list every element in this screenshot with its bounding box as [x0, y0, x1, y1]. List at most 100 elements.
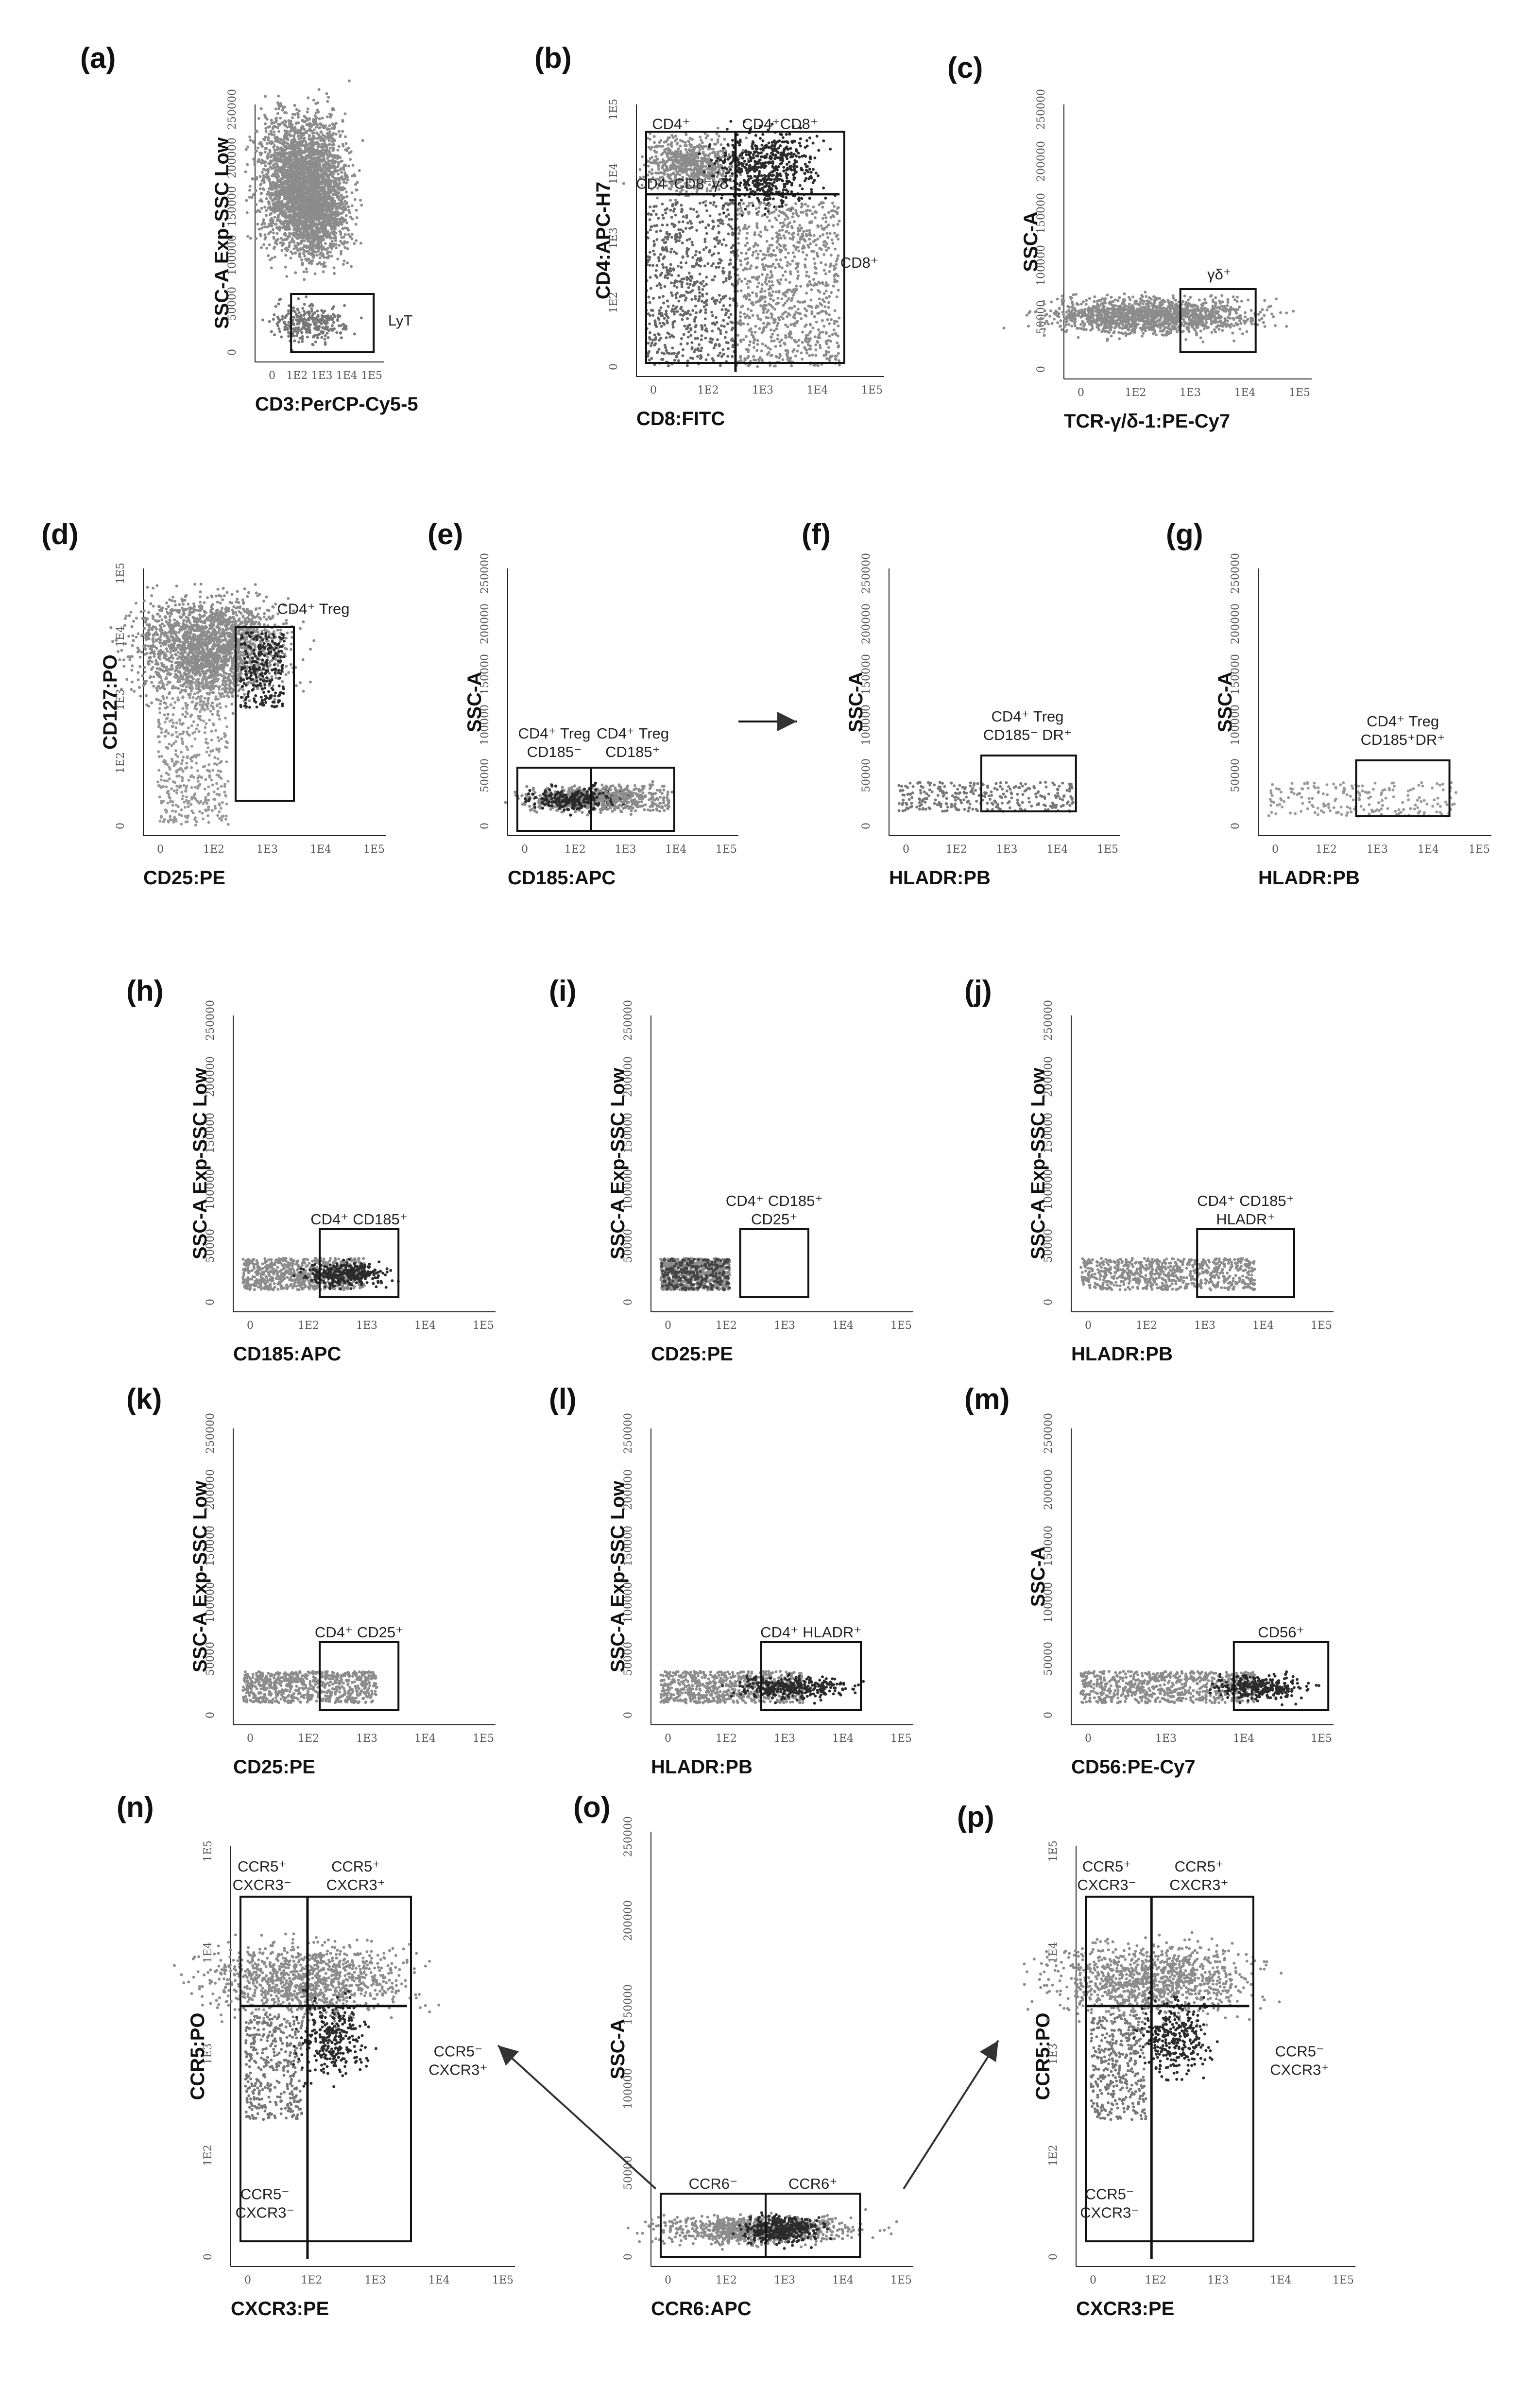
- event-dot: [684, 144, 686, 147]
- event-dot: [256, 146, 259, 150]
- event-dot: [251, 177, 255, 181]
- event-dot: [799, 144, 802, 148]
- event-dot: [270, 119, 273, 122]
- event-dot: [805, 139, 808, 142]
- y-tick-label: 50000: [226, 287, 239, 321]
- event-dot: [715, 159, 719, 163]
- event-dot: [726, 143, 730, 146]
- event-dot: [288, 151, 291, 154]
- event-dot: [325, 331, 329, 335]
- event-dot: [721, 147, 725, 150]
- event-dot: [342, 263, 345, 266]
- event-dot: [652, 135, 656, 138]
- event-dot: [329, 250, 332, 254]
- event-dot: [307, 123, 310, 126]
- event-dot: [324, 334, 327, 337]
- event-dot: [317, 332, 321, 336]
- event-dot: [679, 155, 683, 158]
- event-dot: [722, 211, 725, 215]
- y-axis-label: CD4:APC-H7: [593, 182, 614, 299]
- event-dot: [675, 137, 679, 141]
- event-dot: [308, 217, 311, 220]
- event-dot: [315, 175, 318, 178]
- event-dot: [313, 119, 316, 122]
- event-dot: [319, 122, 322, 125]
- event-dot: [326, 100, 329, 103]
- event-dot: [710, 158, 713, 162]
- event-dot: [265, 214, 268, 217]
- event-dot: [676, 141, 679, 145]
- event-dot: [316, 215, 319, 219]
- event-dot: [664, 168, 667, 172]
- event-dot: [323, 185, 326, 188]
- event-dot: [292, 247, 296, 251]
- y-tick-label: 1E5: [608, 99, 620, 120]
- event-dot: [284, 234, 288, 237]
- event-dot: [361, 139, 364, 142]
- event-dot: [293, 251, 297, 255]
- event-dot: [708, 152, 712, 155]
- event-dot: [302, 194, 306, 197]
- event-dot: [688, 143, 691, 146]
- event-dot: [770, 187, 773, 190]
- event-dot: [722, 169, 725, 172]
- x-tick-label: 0: [269, 370, 275, 382]
- event-dot: [257, 227, 261, 231]
- event-dot: [320, 145, 324, 149]
- event-dot: [280, 181, 283, 184]
- event-dot: [286, 169, 290, 172]
- event-dot: [302, 252, 306, 256]
- event-dot: [278, 123, 281, 127]
- event-dot: [305, 267, 308, 271]
- event-dot: [293, 310, 297, 314]
- event-dot: [248, 195, 251, 199]
- event-dot: [355, 216, 359, 219]
- event-dot: [308, 261, 312, 265]
- event-dot: [719, 143, 723, 146]
- event-dot: [349, 150, 353, 154]
- event-dot: [702, 171, 706, 173]
- event-dot: [307, 165, 310, 169]
- event-dot: [655, 172, 659, 175]
- event-dot: [333, 327, 336, 330]
- event-dot: [685, 153, 689, 156]
- event-dot: [684, 167, 688, 171]
- event-dot: [331, 312, 335, 316]
- event-dot: [290, 146, 293, 149]
- event-dot: [782, 166, 786, 169]
- event-dot: [286, 200, 289, 204]
- event-dot: [331, 196, 334, 200]
- event-dot: [270, 194, 273, 197]
- event-dot: [773, 169, 776, 172]
- event-dot: [300, 223, 304, 226]
- event-dot: [669, 167, 673, 171]
- event-dot: [318, 320, 321, 324]
- event-dot: [785, 145, 788, 149]
- event-dot: [294, 167, 297, 170]
- event-dot: [324, 343, 327, 346]
- event-dot: [680, 162, 683, 165]
- event-dot: [308, 117, 311, 120]
- event-dot: [299, 313, 303, 317]
- event-dot: [323, 261, 326, 264]
- event-dot: [335, 331, 339, 334]
- event-dot: [701, 141, 704, 144]
- event-dot: [318, 126, 321, 130]
- event-dot: [308, 128, 311, 131]
- event-dot: [318, 217, 322, 221]
- event-dot: [684, 148, 687, 151]
- event-dot: [292, 224, 295, 228]
- event-dot: [308, 191, 311, 195]
- event-dot: [296, 308, 300, 311]
- event-dot: [283, 220, 286, 223]
- event-dot: [342, 210, 345, 214]
- event-dot: [266, 225, 269, 228]
- event-dot: [729, 162, 732, 165]
- event-dot: [299, 247, 302, 250]
- event-dot: [662, 159, 666, 163]
- event-dot: [323, 203, 326, 206]
- event-dot: [753, 174, 756, 178]
- event-dot: [344, 214, 348, 217]
- event-dot: [274, 305, 277, 308]
- event-dot: [792, 176, 796, 179]
